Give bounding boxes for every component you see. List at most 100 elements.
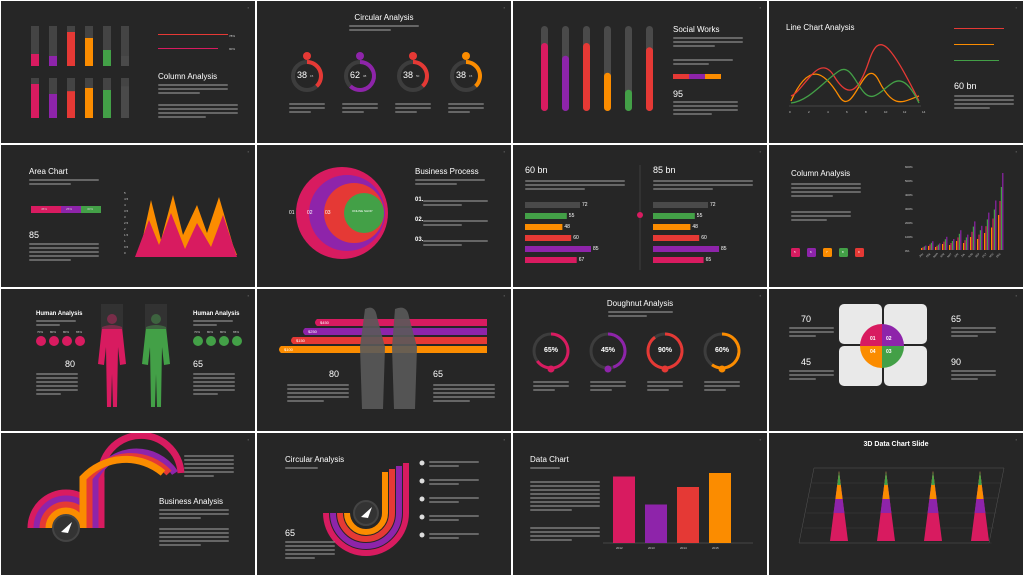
arc-band [323, 463, 409, 556]
series-line [790, 68, 920, 104]
body-text-placeholder [673, 59, 733, 67]
doughnut-marker [547, 365, 555, 373]
hbar-left [525, 235, 572, 241]
y-tick-label: 0.5 [124, 245, 129, 249]
gauge-value: 38 [403, 70, 414, 80]
slide-area-chart[interactable]: ▪ Area Chart 45% 25% 30% 5 4.5 4 3.5 3 2.5 2 1.5 1 0.5… [1, 145, 255, 287]
eye-icon [356, 52, 364, 60]
doughnut-arc [607, 332, 627, 369]
legend-number: 5 [794, 250, 796, 254]
column-track [49, 26, 57, 66]
slide-3d-data-chart[interactable]: ▪ 3D Data Chart Slide [769, 433, 1023, 575]
slide-business-process[interactable]: ▪ 01 02 03 ONLINE SHOP Business Process 01. 02.… [257, 145, 511, 287]
slide-circular-analysis[interactable]: ▪ Circular Analysis 38 15 62 08 38 50 38 15 [257, 1, 511, 143]
month-bar [967, 234, 969, 250]
quad-segment [860, 324, 882, 346]
slide-business-analysis[interactable]: ▪ Business Analysis [1, 433, 255, 575]
hbar-value: 48 [692, 224, 698, 230]
stat-value: 60 bn [954, 81, 977, 91]
doughnut-arc [536, 332, 570, 370]
slide-column-analysis-2[interactable]: ▪ Column Analysis 5 6 7 8 9 600% 500% 400% 300% 200… [769, 145, 1023, 287]
hbar-right [653, 235, 700, 241]
bullet-icon [419, 532, 425, 538]
slide-human-analysis[interactable]: ▪ Human Analysis Human Analysis 70% 80% 80% 65… [1, 289, 255, 431]
slide-line-chart-analysis[interactable]: ▪ Line Chart Analysis 0 2 4 6 8 10 12 14 60 bn [769, 1, 1023, 143]
ring-diagram [296, 167, 388, 259]
month-bar [922, 247, 924, 250]
plane-icon [409, 52, 417, 60]
hbar-right [653, 202, 708, 208]
slide-title: Data Chart [530, 455, 569, 464]
area-series [135, 213, 237, 257]
y-tick-label: 3 [124, 215, 126, 219]
body-text-placeholder [193, 373, 235, 397]
ring-center-label: ONLINE SHOP [352, 209, 373, 213]
page-number: ▪ [247, 149, 249, 154]
month-bar [964, 240, 966, 250]
column-bar [49, 94, 57, 118]
body-text-placeholder [193, 320, 233, 328]
month-bar [942, 244, 944, 250]
gauge-subvalue: 08 [363, 74, 367, 78]
slide-title: Business Analysis [159, 497, 224, 506]
slide-column-analysis[interactable]: ▪ 78% 90% Column Analysis [1, 1, 255, 143]
month-bar [951, 241, 953, 250]
slide-horizontal-bars[interactable]: ▪ 60 bn 85 bn 72 72 55 55 48 48 60 60 85 85 67 65 [513, 145, 767, 287]
body-text-placeholder [285, 541, 335, 561]
slide-doughnut-analysis[interactable]: ▪ Doughnut Analysis 65% 45% 90% 60% [513, 289, 767, 431]
slide-title: Column Analysis [791, 169, 851, 178]
process-step-number: 01. [415, 197, 424, 203]
column-bar [31, 54, 39, 66]
page-number: ▪ [247, 437, 249, 442]
quad-segment [882, 324, 904, 346]
month-bar [923, 246, 925, 250]
hbar-value: 55 [568, 213, 575, 219]
slide-social-works[interactable]: ▪ Social Works 95 [513, 1, 767, 143]
hbar-value: 72 [710, 202, 716, 208]
body-text-placeholder [791, 183, 861, 199]
hbar-left [525, 257, 577, 263]
body-text-placeholder [525, 180, 625, 192]
body-text-placeholder [789, 370, 834, 382]
stat-percent: 80% [220, 330, 227, 334]
column-track [31, 26, 39, 66]
hbar-value: 65 [705, 257, 712, 263]
arc-band [337, 469, 395, 542]
hbar-right [653, 224, 691, 230]
month-bar [958, 233, 960, 250]
page-number: ▪ [1015, 149, 1017, 154]
slide-stacked-bars[interactable]: ▪ $450 $250 $150 $100 80 65 [257, 289, 511, 431]
stat-percent: 65% [76, 330, 83, 334]
y-tick-label: 200% [905, 221, 913, 225]
progress-value: 90% [229, 47, 236, 51]
month-bar [974, 221, 976, 250]
stat-value: 85 [29, 230, 40, 240]
body-text-placeholder [951, 327, 996, 339]
y-tick-label: 2 [124, 227, 126, 231]
slide-circular-analysis-2[interactable]: ▪ Circular Analysis 65 [257, 433, 511, 575]
stat-value: 65 [285, 528, 296, 538]
slide-data-chart[interactable]: ▪ Data Chart 2012 2013 2014 2015 [513, 433, 767, 575]
segment-bar [689, 74, 705, 79]
page-number: ▪ [503, 293, 505, 298]
slide-title: 3D Data Chart Slide [863, 441, 929, 448]
month-bar [993, 209, 995, 250]
progress-value: 78% [229, 34, 236, 38]
hbar-value: 48 [564, 224, 570, 230]
month-bar [963, 243, 965, 250]
hbar-left [525, 246, 591, 252]
human-figures [36, 304, 242, 407]
page-number: ▪ [503, 5, 505, 10]
slide-quad-cycle[interactable]: ▪ 01 02 03 04 70 45 65 90 [769, 289, 1023, 431]
social-bar [625, 89, 632, 111]
body-text-placeholder [29, 179, 99, 187]
x-tick-label: 0 [789, 110, 791, 114]
swirl-band [27, 433, 185, 529]
hbar-value: 67 [578, 257, 585, 263]
body-text-placeholder [791, 211, 851, 223]
series-line [790, 43, 920, 102]
doughnut-marker [604, 365, 612, 373]
month-bar [965, 237, 967, 250]
stat-value: 80 [65, 359, 76, 369]
